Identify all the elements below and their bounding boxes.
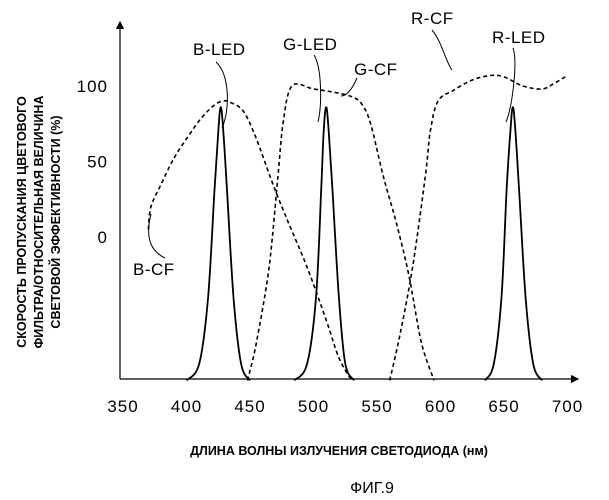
x-tick-label: 350	[107, 397, 138, 416]
g-cf-leader	[341, 78, 357, 96]
g-cf-curve	[248, 84, 435, 381]
b-cf-leader	[149, 214, 165, 258]
x-tick-label: 550	[361, 397, 392, 416]
g-led-label: G-LED	[283, 35, 337, 54]
x-tick-label: 600	[425, 397, 456, 416]
x-tick-label: 450	[234, 397, 265, 416]
r-cf-curve	[390, 75, 568, 380]
series-layer	[148, 75, 567, 380]
label-leaders	[149, 30, 515, 258]
r-led-curve	[485, 107, 542, 380]
x-tick-label: 700	[552, 397, 583, 416]
y-tick-label: 100	[77, 77, 108, 96]
y-axis-title-line-2: ФИЛЬТРА/ОТНОСИТЕЛЬНАЯ ВЕЛИЧИНА	[32, 96, 46, 349]
figure-caption: ФИГ.9	[350, 480, 394, 497]
x-tick-labels: 350 400 450 500 550 600 650 700	[107, 397, 583, 416]
b-cf-curve	[148, 101, 351, 381]
x-tick-label: 400	[171, 397, 202, 416]
x-tick-label: 650	[488, 397, 519, 416]
y-tick-labels: 0 50 100	[77, 77, 108, 247]
g-cf-label: G-CF	[354, 60, 398, 79]
r-led-label: R-LED	[492, 28, 546, 47]
b-cf-label: B-CF	[133, 260, 175, 279]
r-cf-leader	[432, 30, 452, 70]
y-axis-title-line-3: СВЕТОВОЙ ЭФФЕКТИВНОСТИ (%)	[48, 115, 63, 328]
y-axis-title: СКОРОСТЬ ПРОПУСКАНИЯ ЦВЕТОВОГО ФИЛЬТРА/О…	[15, 96, 63, 349]
x-axis-title: ДЛИНА ВОЛНЫ ИЗЛУЧЕНИЯ СВЕТОДИОДА (нм)	[190, 444, 488, 458]
x-tick-label: 500	[298, 397, 329, 416]
b-led-label: B-LED	[193, 40, 246, 59]
y-axis-title-line-1: СКОРОСТЬ ПРОПУСКАНИЯ ЦВЕТОВОГО	[15, 96, 29, 348]
b-led-curve	[187, 107, 251, 380]
y-tick-label: 0	[98, 228, 108, 247]
r-cf-label: R-CF	[411, 9, 454, 28]
g-led-curve	[294, 107, 354, 380]
y-tick-label: 50	[87, 153, 108, 172]
